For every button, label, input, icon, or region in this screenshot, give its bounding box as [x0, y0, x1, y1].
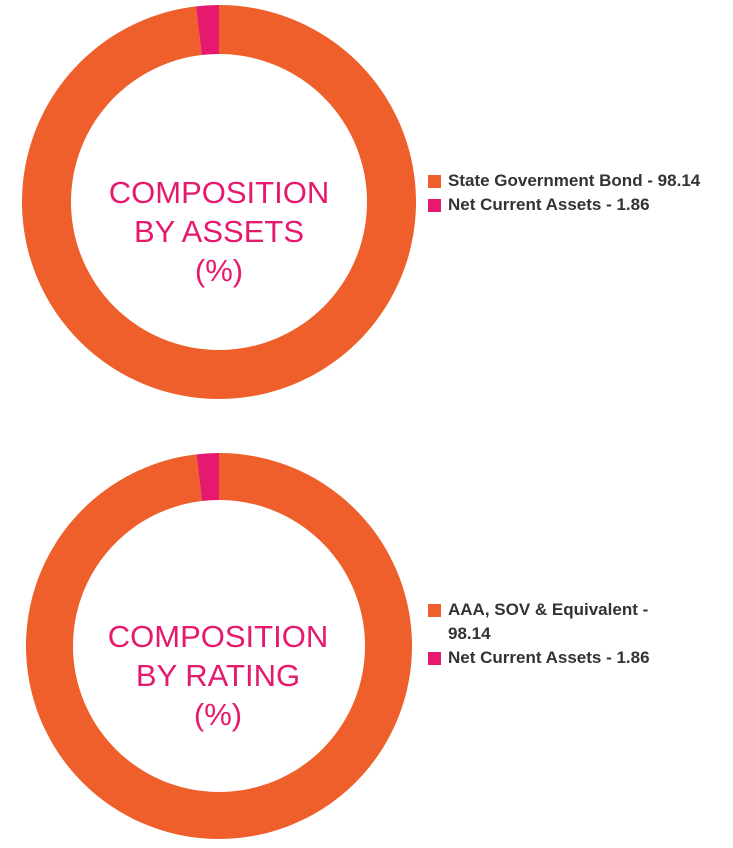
- legend-swatch: [428, 199, 441, 212]
- donut-slice-secondary: [196, 5, 219, 56]
- center-label-line-3: (%): [193, 697, 243, 732]
- legend-swatch: [428, 652, 441, 665]
- legend-item: AAA, SOV & Equivalent - 98.14: [428, 598, 688, 646]
- legend-label: Net Current Assets - 1.86: [448, 648, 650, 667]
- composition-by-rating-chart: COMPOSITION BY RATING (%) AAA, SOV & Equ…: [0, 440, 733, 840]
- center-label-line-1: COMPOSITION: [107, 619, 329, 654]
- legend-swatch: [428, 604, 441, 617]
- donut-chart-assets: [22, 5, 417, 399]
- legend-item: Net Current Assets - 1.86: [428, 646, 688, 670]
- legend-item: Net Current Assets - 1.86: [428, 193, 728, 217]
- legend-label: Net Current Assets - 1.86: [448, 195, 650, 214]
- legend-swatch: [428, 175, 441, 188]
- center-label-line-2: BY RATING: [135, 658, 301, 693]
- donut-center-label: COMPOSITION BY RATING (%): [68, 617, 368, 734]
- donut-chart-rating: [26, 453, 413, 839]
- legend-label: AAA, SOV & Equivalent - 98.14: [448, 600, 649, 643]
- legend: State Government Bond - 98.14 Net Curren…: [428, 169, 728, 217]
- legend-label: State Government Bond - 98.14: [448, 171, 701, 190]
- donut-slice-secondary: [196, 453, 219, 501]
- center-label-line-2: BY ASSETS: [133, 214, 304, 249]
- legend: AAA, SOV & Equivalent - 98.14 Net Curren…: [428, 598, 688, 670]
- donut-center-label: COMPOSITION BY ASSETS (%): [69, 173, 369, 290]
- center-label-line-3: (%): [194, 253, 244, 288]
- composition-by-assets-chart: COMPOSITION BY ASSETS (%) State Governme…: [0, 0, 733, 400]
- legend-item: State Government Bond - 98.14: [428, 169, 728, 193]
- center-label-line-1: COMPOSITION: [108, 175, 330, 210]
